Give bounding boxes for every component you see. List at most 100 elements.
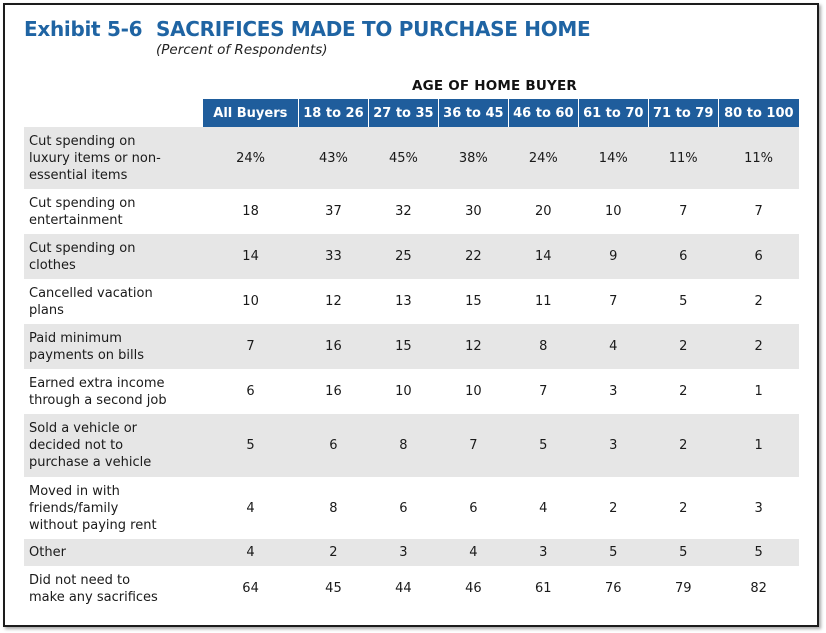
- table-cell: 4: [438, 539, 509, 566]
- row-label: Earned extra income through a second job: [24, 369, 203, 414]
- column-header: 36 to 45: [438, 99, 509, 127]
- table-cell: 37: [325, 204, 342, 219]
- row-label-line: Cut spending on: [29, 195, 136, 211]
- table-cell: 6: [246, 384, 255, 399]
- row-label-line: entertainment: [29, 212, 123, 228]
- table-cell: 45%: [368, 127, 439, 189]
- table-cell: 11%: [648, 127, 719, 189]
- table-cell: 12: [325, 294, 342, 309]
- table-header-row: All Buyers 18 to 26 27 to 35 36 to 45 46…: [24, 99, 799, 127]
- row-label-line: make any sacrifices: [29, 589, 158, 605]
- table-cell: 3: [609, 384, 618, 399]
- table-cell: 7: [609, 294, 618, 309]
- column-header: 80 to 100: [718, 99, 799, 127]
- table-cell: 6: [298, 414, 369, 477]
- table-cell: 4: [246, 500, 255, 516]
- row-label: Moved in with friends/family without payin…: [24, 477, 203, 539]
- row-label-line: Cut spending on: [29, 133, 136, 149]
- table-cell: 30: [465, 204, 482, 219]
- table-body: Cut spending on luxury items or non-essen…: [24, 127, 799, 611]
- column-header: 27 to 35: [368, 99, 439, 127]
- table-cell: 10: [465, 384, 482, 399]
- column-header: All Buyers: [202, 99, 299, 127]
- table-row: Did not need to make any sacrifices 64 45 44…: [24, 566, 799, 611]
- row-label: Cancelled vacation plans: [24, 279, 203, 324]
- table-cell: 14: [202, 234, 299, 279]
- table-cell: 10: [395, 384, 412, 399]
- table-cell: 16: [325, 384, 342, 399]
- row-label-line: essential items: [29, 167, 128, 183]
- row-label: Cut spending on clothes: [24, 234, 203, 279]
- table-cell: 22: [438, 234, 509, 279]
- table-cell: 4: [539, 500, 548, 516]
- table-cell: 9: [578, 234, 649, 279]
- row-label-line: Cut spending on: [29, 240, 136, 256]
- row-label-line: Did not need to: [29, 572, 131, 588]
- table-cell: 25: [368, 234, 439, 279]
- table-cell: 76: [604, 581, 622, 596]
- table-cell: 2: [754, 294, 763, 309]
- table-cell: 82: [750, 581, 767, 596]
- table-cell: 14: [508, 234, 579, 279]
- table-cell: 2: [679, 500, 688, 516]
- table-cell: 5: [508, 414, 579, 477]
- table-cell: 3: [368, 539, 439, 566]
- table-cell: 5: [679, 294, 688, 309]
- table-cell: 6: [718, 234, 799, 279]
- table-cell: 5: [202, 414, 299, 477]
- table-cell: 7: [679, 204, 688, 219]
- row-label-line: luxury items or non-: [29, 150, 161, 166]
- table-cell: 12: [438, 324, 509, 369]
- table-cell: 7: [539, 384, 548, 399]
- row-label-line: Sold a vehicle or: [29, 421, 138, 436]
- table-cell: 33: [298, 234, 369, 279]
- table-cell: 79: [674, 581, 692, 596]
- table-cell: 32: [395, 204, 412, 219]
- table-cell: 24%: [202, 127, 299, 189]
- table-cell: 2: [718, 324, 799, 369]
- column-header: 46 to 60: [508, 99, 579, 127]
- table-cell: 20: [535, 204, 552, 219]
- table-row: Sold a vehicle or decided not to purchase …: [24, 414, 799, 477]
- table-cell: 10: [604, 204, 622, 219]
- column-header: 71 to 79: [648, 99, 719, 127]
- sacrifices-table: All Buyers 18 to 26 27 to 35 36 to 45 46…: [24, 99, 799, 611]
- table-cell: 45: [325, 581, 342, 596]
- table-cell: 7: [202, 324, 299, 369]
- table-row: Moved in with friends/family without payin…: [24, 477, 799, 539]
- table-row: Cut spending on clothes 14 33 25 22 14 9 6 6: [24, 234, 799, 279]
- table-cell: 4: [202, 539, 299, 566]
- table-cell: 18: [242, 204, 259, 219]
- table-cell: 1: [718, 414, 799, 477]
- row-label-line: purchase a vehicle: [29, 455, 152, 470]
- table-row: Other 4 2 3 4 3 5 5 5: [24, 539, 799, 566]
- table-cell: 5: [718, 539, 799, 566]
- header-blank-cell: [24, 99, 203, 127]
- table-cell: 43%: [298, 127, 369, 189]
- table-cell: 13: [395, 294, 412, 309]
- row-label: Cut spending on entertainment: [24, 189, 203, 234]
- table-cell: 6: [469, 500, 478, 516]
- column-group-header: AGE OF HOME BUYER: [411, 78, 578, 94]
- row-label-line: Cancelled vacation: [29, 285, 153, 301]
- row-label-line: without paying rent: [29, 517, 157, 533]
- exhibit-number: Exhibit 5-6: [24, 17, 143, 41]
- row-label: Paid minimum payments on bills: [24, 324, 203, 369]
- row-label: Did not need to make any sacrifices: [24, 566, 203, 611]
- row-label-line: Moved in with: [29, 483, 120, 499]
- column-header: 18 to 26: [298, 99, 369, 127]
- row-label-line: through a second job: [29, 392, 167, 408]
- column-header: 61 to 70: [578, 99, 649, 127]
- row-label-line: plans: [29, 302, 64, 318]
- table-cell: 8: [508, 324, 579, 369]
- row-label: Sold a vehicle or decided not to purchase …: [24, 414, 203, 477]
- table-cell: 2: [648, 414, 719, 477]
- table-cell: 64: [242, 581, 259, 596]
- table-cell: 11%: [718, 127, 799, 189]
- table-cell: 11: [535, 294, 552, 309]
- table-cell: 10: [242, 294, 259, 309]
- table-cell: 2: [609, 500, 618, 516]
- table-cell: 3: [754, 500, 763, 516]
- row-label-line: clothes: [29, 257, 76, 273]
- table-cell: 7: [754, 204, 763, 219]
